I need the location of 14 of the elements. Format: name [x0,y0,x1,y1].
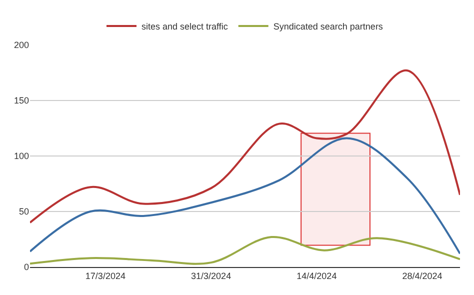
legend-label: Syndicated search partners [273,22,384,32]
line-series [30,70,460,224]
x-tick-label: 28/4/2024 [402,270,442,281]
y-tick-label: 200 [14,40,29,50]
y-tick-label: 150 [14,96,29,106]
line-series [30,137,460,255]
legend-label: sites and select traffic [142,22,228,32]
line-series [30,236,460,265]
y-tick-label: 100 [14,151,29,162]
x-tick-label: 17/3/2024 [85,270,126,281]
x-tick-label: 14/4/2024 [296,270,337,281]
y-tick-label: 50 [18,206,29,217]
y-tick-label: 0 [24,262,29,272]
x-tick-label: 31/3/2024 [191,270,232,281]
